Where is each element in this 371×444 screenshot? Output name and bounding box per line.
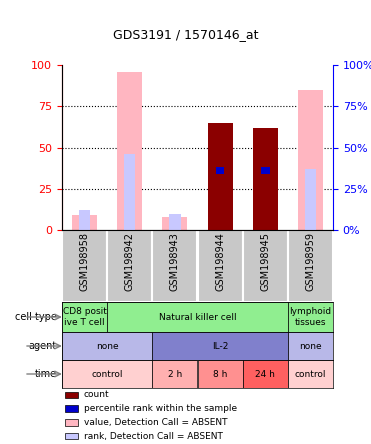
Bar: [253, 128, 278, 230]
Text: time: time: [35, 369, 57, 379]
Bar: [72, 215, 97, 230]
Bar: [62, 230, 107, 302]
Bar: [152, 230, 197, 302]
Bar: [243, 230, 288, 302]
Text: none: none: [299, 341, 322, 350]
Bar: [288, 302, 333, 332]
Bar: [62, 302, 107, 332]
Text: percentile rank within the sample: percentile rank within the sample: [84, 404, 237, 413]
Bar: [197, 360, 243, 388]
Bar: [243, 360, 288, 388]
Bar: [62, 332, 152, 360]
Text: GSM198942: GSM198942: [125, 232, 135, 291]
Text: control: control: [295, 369, 326, 378]
Bar: [152, 332, 288, 360]
Bar: [305, 169, 316, 230]
Text: 8 h: 8 h: [213, 369, 227, 378]
Bar: [288, 230, 333, 302]
Bar: [261, 167, 270, 174]
Text: lymphoid
tissues: lymphoid tissues: [289, 307, 331, 327]
Text: GSM198943: GSM198943: [170, 232, 180, 291]
Text: value, Detection Call = ABSENT: value, Detection Call = ABSENT: [84, 418, 227, 427]
Bar: [288, 360, 333, 388]
Bar: [162, 217, 187, 230]
Text: rank, Detection Call = ABSENT: rank, Detection Call = ABSENT: [84, 432, 223, 440]
Text: cell type: cell type: [15, 312, 57, 322]
Bar: [169, 214, 181, 230]
Bar: [65, 405, 78, 412]
Bar: [107, 230, 152, 302]
Text: none: none: [96, 341, 118, 350]
Bar: [117, 71, 142, 230]
Bar: [216, 167, 224, 174]
Bar: [107, 302, 288, 332]
Text: GSM198958: GSM198958: [80, 232, 89, 291]
Text: Natural killer cell: Natural killer cell: [159, 313, 236, 321]
Text: GSM198945: GSM198945: [260, 232, 270, 291]
Text: count: count: [84, 390, 109, 399]
Bar: [152, 360, 197, 388]
Bar: [65, 433, 78, 440]
Text: 2 h: 2 h: [168, 369, 182, 378]
Bar: [65, 392, 78, 398]
Bar: [79, 210, 90, 230]
Bar: [288, 332, 333, 360]
Text: CD8 posit
ive T cell: CD8 posit ive T cell: [63, 307, 106, 327]
Bar: [197, 230, 243, 302]
Text: GDS3191 / 1570146_at: GDS3191 / 1570146_at: [113, 28, 258, 40]
Text: 24 h: 24 h: [255, 369, 275, 378]
Bar: [298, 90, 323, 230]
Text: GSM198944: GSM198944: [215, 232, 225, 291]
Bar: [65, 419, 78, 426]
Bar: [124, 154, 135, 230]
Text: GSM198959: GSM198959: [305, 232, 315, 291]
Bar: [208, 123, 233, 230]
Text: control: control: [91, 369, 123, 378]
Text: agent: agent: [28, 341, 57, 351]
Text: IL-2: IL-2: [212, 341, 228, 350]
Bar: [62, 360, 152, 388]
